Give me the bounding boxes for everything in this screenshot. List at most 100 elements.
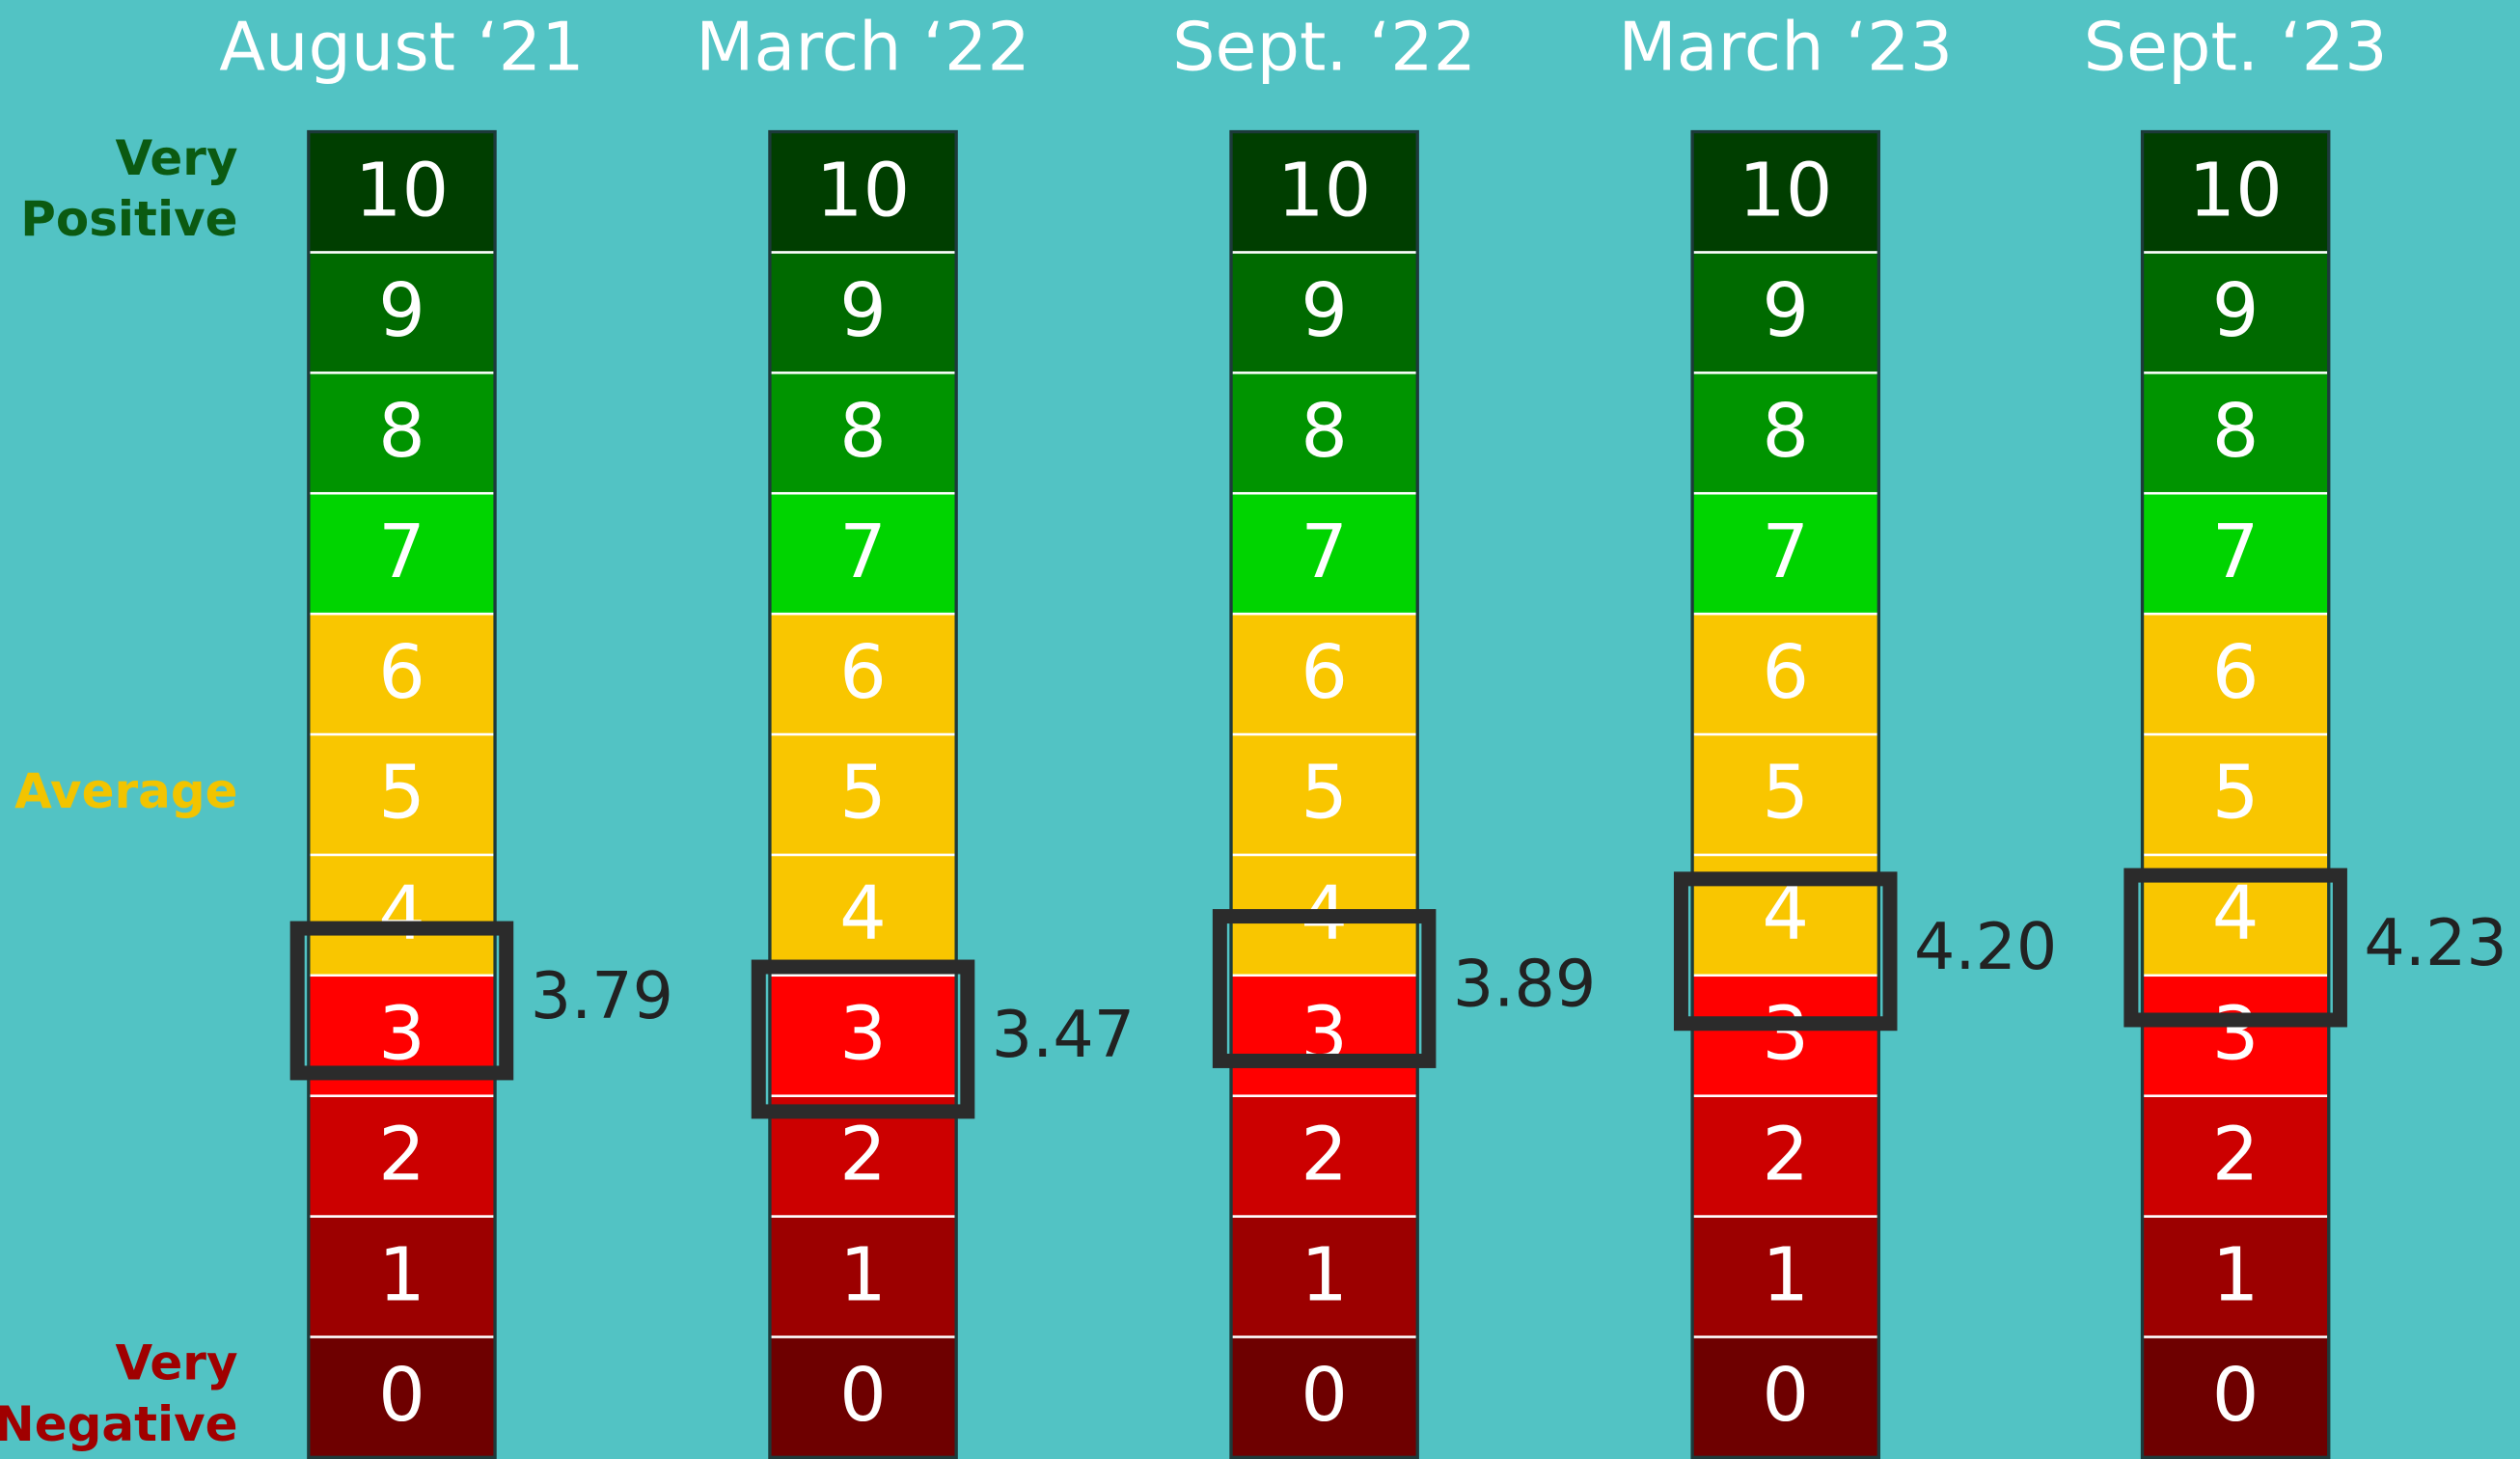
column-border (1229, 129, 1419, 1459)
scale-label: Very (116, 130, 238, 186)
value-marker (1212, 909, 1437, 1068)
level-label: 6 (1301, 630, 1348, 716)
level-cell (307, 732, 497, 857)
level-label: 0 (839, 1353, 887, 1439)
level-label: 1 (839, 1232, 887, 1318)
level-label: 1 (1762, 1232, 1809, 1318)
level-label: 1 (1301, 1232, 1348, 1318)
scale-label: Very (116, 1335, 238, 1391)
level-label: 1 (2212, 1232, 2260, 1318)
level-cell (1229, 1335, 1419, 1459)
level-label: 5 (2212, 751, 2260, 837)
level-label: 8 (839, 389, 887, 475)
value-label: 4.20 (1914, 909, 2057, 984)
level-label: 9 (1301, 268, 1348, 354)
value-label: 4.23 (2364, 905, 2506, 980)
value-label: 3.79 (531, 958, 673, 1033)
level-label: 3 (1762, 992, 1809, 1078)
column-title: March ‘22 (696, 8, 1030, 86)
level-label: 8 (1762, 389, 1809, 475)
value-marker (1673, 871, 1898, 1032)
level-label: 10 (1739, 148, 1833, 234)
level-cell (307, 1335, 497, 1459)
value-label: 3.47 (992, 997, 1135, 1072)
level-label: 8 (378, 389, 425, 475)
level-label: 2 (1762, 1112, 1809, 1197)
level-label: 5 (839, 751, 887, 837)
level-label: 9 (1762, 268, 1809, 354)
level-cell (1690, 372, 1880, 495)
level-label: 10 (816, 148, 911, 234)
level-cell (1690, 1094, 1880, 1218)
column-title: Sept. ‘22 (1172, 8, 1476, 86)
level-cell (1690, 130, 1880, 254)
level-label: 7 (1301, 509, 1348, 595)
column-border (2140, 129, 2331, 1459)
level-label: 9 (2212, 268, 2260, 354)
column-title: Sept. ‘23 (2084, 8, 2388, 86)
scale-label: Average (14, 763, 237, 819)
level-cell (2141, 974, 2331, 1097)
level-cell (1229, 1094, 1419, 1218)
level-label: 10 (1277, 148, 1372, 234)
level-label: 10 (2188, 148, 2283, 234)
level-cell (1229, 612, 1419, 736)
level-label: 10 (355, 148, 450, 234)
level-label: 9 (839, 268, 887, 354)
scale-label: Negative (0, 1396, 238, 1452)
value-marker (2123, 867, 2347, 1028)
level-cell (2141, 1215, 2331, 1338)
column-border (768, 129, 958, 1459)
scale-label: Positive (20, 191, 237, 247)
level-label: 9 (378, 268, 425, 354)
level-label: 7 (2212, 509, 2260, 595)
level-label: 6 (378, 630, 425, 716)
level-cell (1229, 1215, 1419, 1338)
level-label: 2 (2212, 1112, 2260, 1197)
level-cell (2141, 732, 2331, 857)
level-label: 6 (839, 630, 887, 716)
level-cell (1229, 974, 1419, 1097)
level-label: 4 (839, 871, 887, 957)
level-cell (1690, 732, 1880, 857)
level-label: 6 (1762, 630, 1809, 716)
level-cell (307, 130, 497, 254)
level-label: 3 (839, 992, 887, 1078)
level-label: 5 (378, 751, 425, 837)
level-cell (1690, 1215, 1880, 1338)
level-label: 7 (839, 509, 887, 595)
value-marker (751, 959, 975, 1119)
level-label: 3 (378, 992, 425, 1078)
column-border (307, 129, 497, 1459)
level-label: 4 (2212, 871, 2260, 957)
level-cell (768, 1335, 958, 1459)
level-cell (768, 612, 958, 736)
column-title: August ‘21 (219, 8, 584, 86)
level-label: 3 (2212, 992, 2260, 1078)
level-cell (2141, 612, 2331, 736)
level-label: 8 (1301, 389, 1348, 475)
value-label: 3.89 (1453, 947, 1596, 1022)
level-cell (307, 1094, 497, 1218)
level-cell (1229, 251, 1419, 374)
level-label: 0 (2212, 1353, 2260, 1439)
column-border (1690, 129, 1881, 1459)
level-label: 7 (1762, 509, 1809, 595)
level-label: 0 (1301, 1353, 1348, 1439)
level-cell (1229, 732, 1419, 857)
level-cell (1690, 974, 1880, 1097)
level-cell (768, 732, 958, 857)
value-marker (289, 921, 514, 1081)
level-label: 0 (378, 1353, 425, 1439)
level-label: 5 (1301, 751, 1348, 837)
level-label: 7 (378, 509, 425, 595)
level-label: 2 (1301, 1112, 1348, 1197)
level-label: 5 (1762, 751, 1809, 837)
level-label: 2 (839, 1112, 887, 1197)
level-cell (768, 1215, 958, 1338)
column-title: March ‘23 (1618, 8, 1953, 86)
level-label: 0 (1762, 1353, 1809, 1439)
level-cell (1690, 612, 1880, 736)
level-label: 2 (378, 1112, 425, 1197)
